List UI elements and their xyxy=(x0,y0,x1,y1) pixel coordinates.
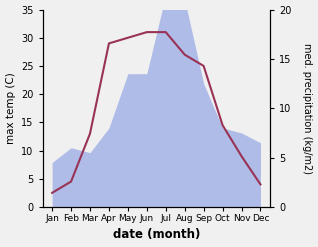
X-axis label: date (month): date (month) xyxy=(113,228,200,242)
Y-axis label: max temp (C): max temp (C) xyxy=(5,72,16,144)
Y-axis label: med. precipitation (kg/m2): med. precipitation (kg/m2) xyxy=(302,43,313,174)
